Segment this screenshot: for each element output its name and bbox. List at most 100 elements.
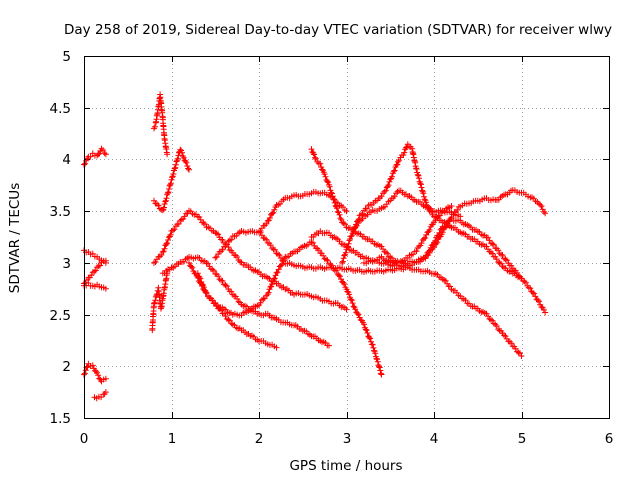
- plus-marker-run: [369, 254, 383, 264]
- plus-marker-run: [94, 253, 103, 262]
- plus-marker-run: [396, 152, 405, 164]
- plus-marker-run: [291, 244, 304, 255]
- plus-marker-run: [85, 272, 95, 281]
- x-tick-label: 4: [430, 431, 439, 447]
- plus-marker-run: [396, 187, 409, 198]
- grid-lines: [84, 56, 609, 418]
- plus-marker-run: [317, 250, 331, 264]
- plus-marker-run: [431, 225, 445, 246]
- plus-marker-run: [94, 147, 104, 159]
- plus-marker: [542, 210, 549, 217]
- plus-marker-run: [95, 393, 105, 401]
- plus-marker-run: [352, 266, 365, 275]
- x-tick-label: 0: [80, 431, 89, 447]
- plus-marker-run: [378, 266, 392, 275]
- plus-marker-run: [339, 236, 354, 266]
- plus-marker-run: [387, 265, 400, 274]
- plus-marker-run: [339, 219, 348, 228]
- plus-marker-run: [89, 362, 99, 375]
- plus-marker-run: [177, 210, 191, 224]
- x-tick-label: 5: [518, 431, 527, 447]
- plus-marker-run: [474, 228, 488, 239]
- plus-marker: [102, 375, 109, 382]
- plus-marker-run: [409, 145, 420, 172]
- plus-marker: [102, 285, 109, 292]
- plus-marker-run: [509, 270, 523, 281]
- plus-marker-run: [312, 155, 322, 167]
- y-tick-labels: 1.5 2 2.5 3 3.5 4 4.5 5: [50, 49, 71, 427]
- plus-marker-run: [382, 168, 397, 194]
- plus-marker-run: [155, 202, 165, 213]
- series-track-a: [81, 145, 109, 168]
- plus-marker-run: [264, 272, 279, 298]
- series-track-n: [212, 228, 525, 359]
- plus-marker-run: [352, 306, 366, 326]
- plus-marker-run: [264, 310, 278, 321]
- data-points: [81, 91, 549, 402]
- plus-marker-run: [98, 258, 107, 266]
- plus-marker-run: [317, 296, 330, 304]
- plus-marker-run: [369, 341, 384, 377]
- plus-marker-run: [181, 157, 192, 172]
- plot-frame: [84, 56, 610, 419]
- plus-marker-run: [404, 193, 418, 204]
- plus-marker-run: [536, 298, 547, 313]
- plus-marker-run: [466, 222, 479, 233]
- plus-marker-run: [457, 293, 471, 307]
- plus-marker-run: [100, 391, 108, 398]
- plus-marker-run: [89, 150, 98, 159]
- y-tick-label: 3.5: [50, 204, 71, 220]
- plus-marker-run: [203, 224, 217, 235]
- plus-marker-run: [308, 230, 322, 240]
- plus-marker-run: [89, 250, 98, 260]
- x-axis-label: GPS time / hours: [289, 458, 402, 474]
- plus-marker-run: [317, 264, 330, 272]
- plus-marker-run: [448, 224, 462, 235]
- plus-marker-run: [343, 265, 357, 274]
- plus-marker-run: [334, 300, 348, 311]
- plus-marker-run: [308, 239, 322, 254]
- plus-marker-run: [168, 260, 182, 271]
- plus-marker: [326, 342, 332, 349]
- plus-marker-run: [439, 219, 453, 230]
- plus-marker-run: [413, 198, 427, 209]
- series-track-g: [151, 91, 171, 158]
- plus-marker-run: [474, 305, 488, 316]
- plus-marker-run: [466, 300, 479, 312]
- plus-marker-run: [85, 153, 94, 160]
- plus-marker-run: [404, 248, 418, 261]
- plus-marker-run: [98, 284, 107, 291]
- plus-marker-run: [212, 229, 226, 243]
- plus-marker-run: [422, 267, 435, 277]
- series-track-t: [361, 202, 455, 267]
- y-tick-label: 2: [62, 359, 71, 375]
- plus-marker-run: [159, 114, 168, 139]
- plus-marker-run: [164, 180, 174, 198]
- plus-marker-run: [159, 231, 174, 255]
- plus-marker-run: [177, 255, 191, 266]
- plus-marker-run: [229, 249, 243, 265]
- plus-marker-run: [151, 197, 160, 207]
- plus-marker-run: [282, 260, 295, 268]
- plus-marker-run: [448, 286, 462, 299]
- plus-marker-run: [387, 188, 401, 204]
- plus-marker: [102, 257, 109, 264]
- x-tick-label: 2: [255, 431, 264, 447]
- plus-marker-run: [151, 123, 158, 132]
- plus-marker-run: [291, 262, 304, 270]
- plus-marker-run: [369, 238, 383, 249]
- plus-marker-run: [177, 146, 187, 161]
- plus-marker-run: [247, 332, 261, 343]
- x-tick-label: 6: [605, 431, 614, 447]
- plus-marker-run: [492, 193, 506, 203]
- plus-marker-run: [247, 303, 261, 314]
- plus-marker-run: [221, 236, 235, 250]
- plus-marker-run: [378, 243, 392, 260]
- plus-marker-run: [308, 188, 322, 197]
- plus-marker-run: [361, 321, 375, 348]
- series-track-f: [91, 389, 109, 402]
- series-track-r: [339, 141, 525, 282]
- plus-marker-run: [159, 272, 170, 302]
- plus-marker-run: [98, 376, 107, 385]
- plus-marker-run: [308, 264, 322, 272]
